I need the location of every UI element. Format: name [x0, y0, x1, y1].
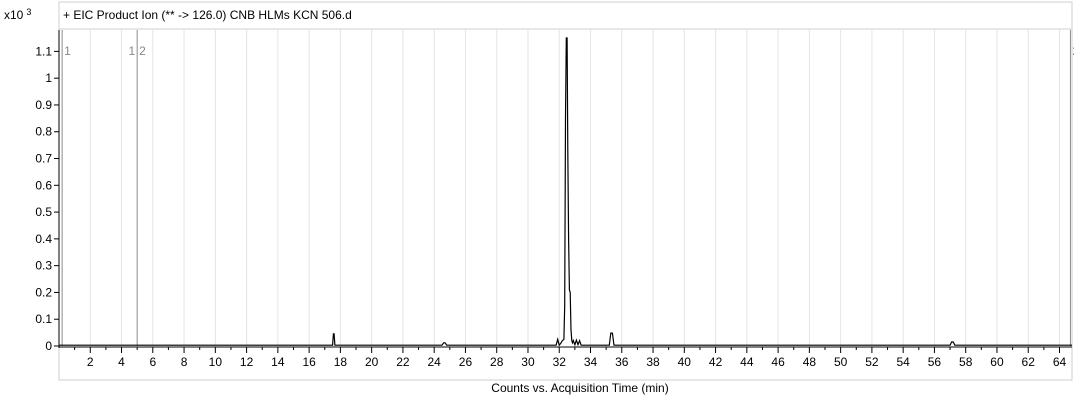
y-tick-label: 1.1 — [35, 44, 52, 58]
x-axis-ticks: 2 4 6 8 10 12 14 16 18 20 22 24 26 28 30 32 34 36 38 40 42 44… — [74, 347, 1067, 369]
x-tick-label: 36 — [615, 355, 629, 369]
y-axis-ticks: 0 0.1 0.2 0.3 0.4 0.5 0.6 0.7 0.8 0.9 1 1.1 — [35, 44, 59, 353]
grid — [89, 30, 1060, 346]
x-tick-label: 6 — [149, 355, 156, 369]
y-tick-label: 0 — [45, 339, 52, 353]
y-tick-label: 0.9 — [35, 98, 52, 112]
y-tick-label: 0.2 — [35, 285, 52, 299]
x-tick-label: 38 — [646, 355, 660, 369]
y-tick-label: 0.5 — [35, 205, 52, 219]
x-tick-label: 30 — [521, 355, 535, 369]
x-tick-label: 26 — [459, 355, 473, 369]
segment-markers: 1122 — [61, 30, 1074, 346]
x-tick-label: 54 — [896, 355, 910, 369]
y-multiplier-exponent: 3 — [26, 7, 31, 17]
x-tick-label: 10 — [209, 355, 223, 369]
chart-title: + EIC Product Ion (** -> 126.0) CNB HLMs… — [63, 8, 352, 22]
segment-marker-label: 1 — [64, 44, 71, 58]
x-axis-title: Counts vs. Acquisition Time (min) — [491, 381, 668, 395]
y-tick-label: 0.4 — [35, 232, 52, 246]
x-tick-label: 40 — [678, 355, 692, 369]
x-tick-label: 56 — [928, 355, 942, 369]
segment-marker-label: 2 — [1072, 44, 1074, 58]
x-tick-label: 28 — [490, 355, 504, 369]
series-line — [59, 37, 1072, 347]
segment-marker-label: 2 — [139, 44, 146, 58]
y-tick-label: 0.6 — [35, 178, 52, 192]
x-tick-label: 16 — [302, 355, 316, 369]
segment-marker-label: 1 — [128, 44, 135, 58]
x-tick-label: 4 — [118, 355, 125, 369]
x-tick-label: 12 — [240, 355, 254, 369]
x-tick-label: 44 — [740, 355, 754, 369]
x-tick-label: 52 — [865, 355, 879, 369]
x-tick-label: 48 — [803, 355, 817, 369]
x-tick-label: 18 — [334, 355, 348, 369]
x-tick-label: 64 — [1053, 355, 1067, 369]
y-tick-label: 0.8 — [35, 125, 52, 139]
x-tick-label: 32 — [553, 355, 567, 369]
x-tick-label: 60 — [990, 355, 1004, 369]
x-tick-label: 22 — [396, 355, 410, 369]
x-tick-label: 24 — [428, 355, 442, 369]
y-tick-label: 0.1 — [35, 312, 52, 326]
x-tick-label: 2 — [87, 355, 94, 369]
x-tick-label: 34 — [584, 355, 598, 369]
y-tick-label: 1 — [45, 71, 52, 85]
y-multiplier-label: x10 3 — [4, 7, 31, 22]
x-tick-label: 62 — [1022, 355, 1036, 369]
series — [59, 37, 1072, 347]
x-tick-label: 50 — [834, 355, 848, 369]
x-tick-label: 58 — [959, 355, 973, 369]
x-tick-label: 14 — [271, 355, 285, 369]
x-tick-label: 20 — [365, 355, 379, 369]
y-tick-label: 0.7 — [35, 152, 52, 166]
y-tick-label: 0.3 — [35, 259, 52, 273]
x-tick-label: 46 — [771, 355, 785, 369]
x-tick-label: 42 — [709, 355, 723, 369]
x-tick-label: 8 — [181, 355, 188, 369]
